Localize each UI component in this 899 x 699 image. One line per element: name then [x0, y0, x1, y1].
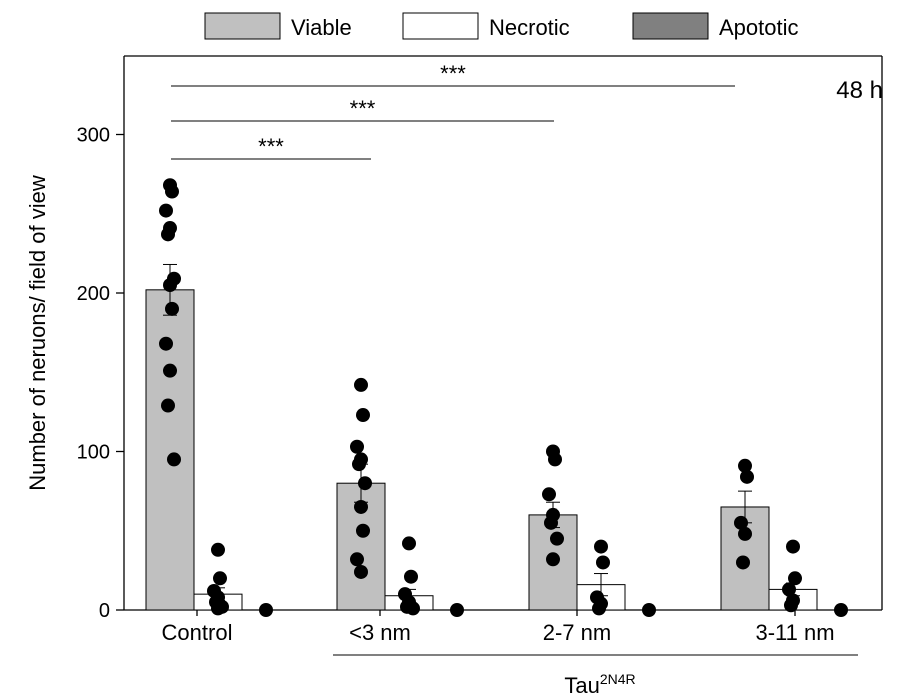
data-point	[404, 569, 418, 584]
data-point	[784, 598, 798, 613]
data-point	[358, 476, 372, 491]
data-point	[161, 398, 175, 413]
data-point	[354, 564, 368, 579]
data-point	[161, 227, 175, 242]
bars	[145, 263, 818, 611]
y-tick-label: 0	[99, 600, 110, 622]
data-point	[544, 515, 558, 530]
data-point	[782, 582, 796, 597]
data-point	[594, 539, 608, 554]
y-axis-ticks: 0 100 200 300	[77, 125, 124, 622]
legend-label: Apototic	[719, 15, 799, 40]
plot-area: 0 100 200 300 *** *** *** Control <3 nm 2-7 nm 3…	[25, 55, 883, 698]
group-label-superscript: 2N4R	[600, 671, 636, 687]
significance-label: ***	[258, 134, 284, 159]
data-point	[163, 363, 177, 378]
y-axis-label: Number of neruons/ field of view	[25, 175, 50, 491]
x-axis-labels: Control <3 nm 2-7 nm 3-11 nm	[162, 610, 835, 645]
data-point	[163, 278, 177, 293]
data-point	[356, 523, 370, 538]
data-point	[350, 439, 364, 454]
legend-swatch	[402, 12, 479, 40]
data-point	[734, 515, 748, 530]
group-label: Tau2N4R	[564, 671, 635, 698]
data-point	[167, 452, 181, 467]
data-point	[542, 487, 556, 502]
x-tick-label: 3-11 nm	[755, 620, 834, 645]
y-tick-label: 300	[77, 125, 110, 147]
data-point	[211, 542, 225, 557]
timepoint-annotation: 48 h	[836, 77, 883, 104]
data-point	[834, 603, 848, 617]
data-point	[354, 377, 368, 392]
data-point	[211, 601, 225, 616]
significance-label: ***	[350, 96, 376, 121]
data-point	[592, 601, 606, 616]
legend-label: Necrotic	[489, 15, 570, 40]
data-point	[213, 571, 227, 586]
data-point	[740, 469, 754, 484]
data-point	[548, 452, 562, 467]
data-point	[165, 301, 179, 316]
data-point	[352, 457, 366, 472]
data-point	[402, 536, 416, 551]
data-point	[738, 526, 752, 541]
data-point	[788, 571, 802, 586]
legend-item-viable: Viable	[204, 12, 352, 40]
legend-item-apototic: Apototic	[632, 12, 799, 40]
data-point	[159, 203, 173, 218]
data-point	[738, 458, 752, 473]
legend-swatch	[204, 12, 281, 40]
x-tick-label: Control	[162, 620, 233, 645]
y-tick-label: 100	[77, 442, 110, 464]
bar-viable	[145, 289, 195, 611]
data-point	[550, 531, 564, 546]
data-point	[159, 336, 173, 351]
data-points	[159, 178, 848, 617]
data-point	[786, 539, 800, 554]
data-point	[259, 603, 273, 617]
data-point	[450, 603, 464, 617]
legend-label: Viable	[291, 15, 352, 40]
x-tick-label: 2-7 nm	[543, 620, 611, 645]
data-point	[546, 552, 560, 567]
data-point	[642, 603, 656, 617]
data-point	[354, 499, 368, 514]
data-point	[736, 555, 750, 570]
legend-swatch	[632, 12, 709, 40]
data-point	[406, 601, 420, 616]
data-point	[350, 552, 364, 567]
data-point	[356, 408, 370, 423]
significance-brackets: *** *** ***	[171, 61, 735, 160]
data-point	[596, 555, 610, 570]
data-point	[165, 184, 179, 199]
y-tick-label: 200	[77, 283, 110, 305]
x-tick-label: <3 nm	[349, 620, 411, 645]
legend-item-necrotic: Necrotic	[402, 12, 570, 40]
legend: Viable Necrotic Apototic	[204, 12, 799, 40]
group-label-base: Tau	[564, 673, 599, 698]
significance-label: ***	[440, 61, 466, 86]
